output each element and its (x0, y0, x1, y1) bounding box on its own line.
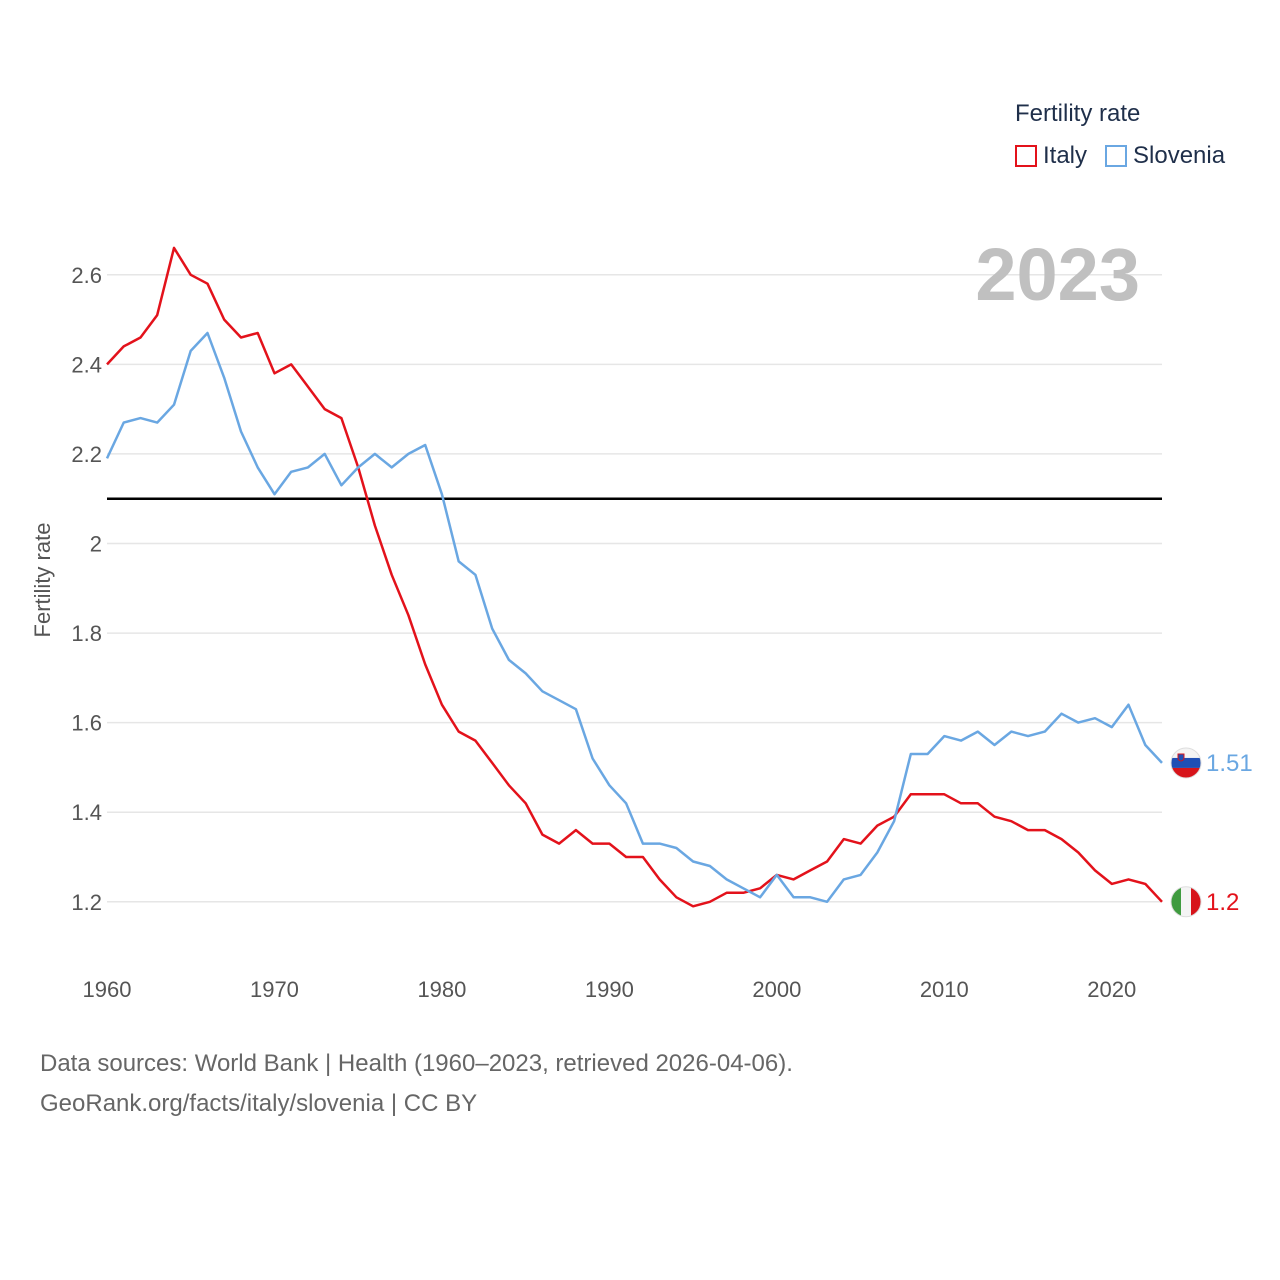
legend: Italy Slovenia (1015, 142, 1243, 170)
legend-item-italy[interactable]: Italy (1015, 142, 1087, 170)
x-axis-ticks: 1960 1970 1980 1990 2000 2010 2020 (83, 977, 1137, 1002)
series-lines (105, 246, 1163, 908)
flag-italy-icon (1170, 886, 1202, 918)
legend-label-slovenia: Slovenia (1133, 142, 1226, 169)
y-axis-ticks: 1.2 1.4 1.6 1.8 2 2.2 2.4 2.6 (71, 263, 102, 915)
x-tick-label: 2000 (752, 977, 801, 1002)
legend-swatch-slovenia (1105, 145, 1128, 167)
y-tick-label: 2.6 (71, 263, 102, 288)
y-tick-label: 2.4 (71, 352, 102, 377)
y-tick-label: 1.2 (71, 890, 102, 915)
y-tick-label: 2 (90, 531, 102, 556)
y-axis-label: Fertility rate (30, 523, 55, 638)
flag-slovenia-icon (1170, 747, 1202, 779)
end-label-slovenia: 1.51 (1206, 750, 1253, 777)
end-label-italy: 1.2 (1206, 889, 1239, 916)
footer: Data sources: World Bank | Health (1960–… (40, 1044, 793, 1124)
y-tick-label: 1.4 (71, 800, 102, 825)
x-tick-label: 2010 (920, 977, 969, 1002)
grid-lines (107, 274, 1162, 903)
source-line: Data sources: World Bank | Health (1960–… (40, 1050, 793, 1077)
series-line-italy[interactable] (106, 246, 1163, 908)
x-tick-label: 1970 (250, 977, 299, 1002)
year-label: 2023 (975, 233, 1140, 316)
series-line-slovenia[interactable] (105, 331, 1163, 904)
x-tick-label: 1960 (83, 977, 132, 1002)
legend-item-slovenia[interactable]: Slovenia (1105, 142, 1225, 170)
y-tick-label: 2.2 (71, 442, 102, 467)
legend-label-italy: Italy (1043, 142, 1088, 169)
end-markers: 1.2 1.51 (1170, 747, 1253, 918)
y-tick-label: 1.6 (71, 711, 102, 736)
legend-swatch-italy (1015, 145, 1037, 167)
attribution-link[interactable]: GeoRank.org/facts/italy/slovenia | CC BY (40, 1090, 478, 1117)
y-tick-label: 1.8 (71, 621, 102, 646)
legend-title: Fertility rate (1015, 100, 1141, 127)
x-tick-label: 2020 (1087, 977, 1136, 1002)
x-tick-label: 1990 (585, 977, 634, 1002)
x-tick-label: 1980 (417, 977, 466, 1002)
